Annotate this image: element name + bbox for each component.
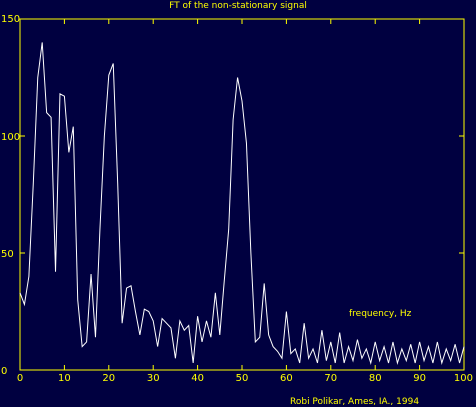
y-axis: 0 50 100 150 (1, 14, 464, 377)
x-tick-label: 40 (191, 373, 204, 384)
x-tick-label: 100 (454, 373, 473, 384)
frequency-annotation: frequency, Hz (349, 309, 412, 319)
x-tick-label: 50 (236, 373, 249, 384)
x-tick-label: 90 (413, 373, 426, 384)
y-tick-label: 50 (1, 249, 14, 260)
y-tick-label: 100 (1, 132, 20, 143)
y-tick-label: 150 (1, 14, 20, 25)
series-line (19, 42, 465, 365)
x-axis: 0 10 20 30 40 50 60 70 80 90 100 (17, 19, 473, 384)
x-tick-label: 80 (369, 373, 382, 384)
x-tick-label: 30 (147, 373, 160, 384)
x-tick-label: 0 (17, 373, 23, 384)
author-credit: Robi Polikar, Ames, IA., 1994 (290, 397, 419, 407)
chart-title: FT of the non-stationary signal (169, 1, 307, 11)
x-tick-label: 10 (58, 373, 71, 384)
x-tick-label: 20 (102, 373, 115, 384)
x-tick-label: 60 (280, 373, 293, 384)
x-tick-label: 70 (324, 373, 337, 384)
y-tick-label: 0 (1, 366, 7, 377)
